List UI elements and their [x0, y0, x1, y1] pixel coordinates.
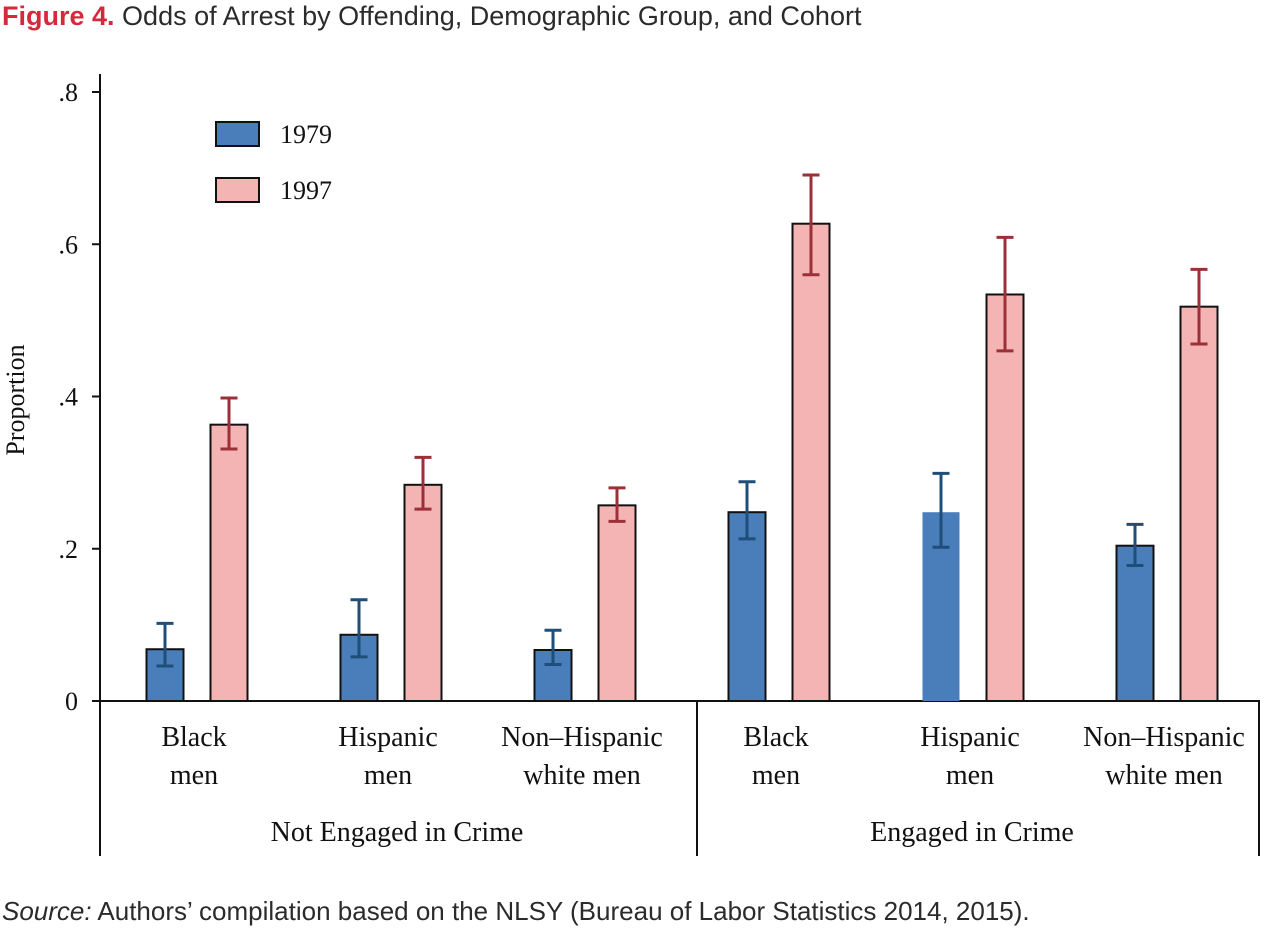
group-label: Not Engaged in Crime: [271, 817, 524, 848]
legend: 1979 1997: [215, 120, 332, 205]
error-bars: [156, 173, 1208, 668]
legend-label-1979: 1979: [280, 120, 332, 149]
x-category-label-line: Non–Hispanic: [1083, 722, 1245, 753]
x-category-label-line: Black: [743, 722, 808, 753]
bar-1997-4: [791, 222, 831, 702]
x-category-label-line: Hispanic: [920, 722, 1020, 753]
x-category-label-line: Black: [161, 722, 226, 753]
x-category-label-line: white men: [1105, 760, 1222, 791]
source-text: Authors’ compilation based on the NLSY (…: [97, 896, 1030, 926]
y-tick-label: .4: [59, 383, 79, 412]
x-category-label-line: men: [946, 760, 994, 791]
bar-1979-6: [1115, 544, 1155, 703]
chart-axes: [99, 74, 1260, 856]
figure-title-text: Odds of Arrest by Offending, Demographic…: [122, 1, 862, 31]
source-label: Source:: [2, 896, 92, 926]
bar-1979-4: [727, 511, 767, 703]
y-tick-label: .8: [59, 78, 79, 107]
bar-1997-5: [985, 293, 1025, 702]
x-category-label: Non–Hispanic white men: [501, 722, 663, 791]
y-tick-label: 0: [65, 687, 78, 716]
x-category-label-line: white men: [523, 760, 640, 791]
legend-swatch-1997: [215, 177, 260, 203]
x-category-label: Non–Hispanic white men: [1083, 722, 1245, 791]
y-tick-label: .2: [59, 535, 79, 564]
bar-1997-1: [209, 423, 249, 702]
x-category-labels: Black men Hispanic men Non–Hispanic white men…: [161, 722, 1245, 791]
x-category-label: Black men: [161, 722, 226, 791]
bar-1979-1: [145, 648, 185, 702]
bar-1997-2: [403, 483, 443, 702]
figure-title: Figure 4. Odds of Arrest by Offending, D…: [2, 0, 861, 32]
y-ticks: 0 .2 .4 .6 .8: [59, 78, 100, 716]
x-category-label-line: men: [170, 760, 218, 791]
x-category-label-line: men: [752, 760, 800, 791]
figure-number: Figure 4.: [2, 1, 115, 31]
x-category-label: Hispanic men: [920, 722, 1020, 791]
x-category-label-line: Non–Hispanic: [501, 722, 663, 753]
x-category-label-line: Hispanic: [338, 722, 438, 753]
bar-1997-3: [597, 504, 637, 703]
bar-1997-6: [1179, 305, 1219, 702]
bars: [145, 222, 1219, 703]
source-note: Source: Authors’ compilation based on th…: [2, 894, 1030, 928]
legend-label-1997: 1997: [280, 176, 332, 205]
group-labels: Not Engaged in Crime Engaged in Crime: [271, 817, 1074, 848]
y-tick-label: .6: [59, 230, 79, 259]
x-category-label: Hispanic men: [338, 722, 438, 791]
group-label: Engaged in Crime: [870, 817, 1074, 848]
y-axis-label: Proportion: [1, 344, 30, 455]
bar-1979-3: [533, 648, 573, 703]
legend-swatch-1979: [215, 121, 260, 147]
x-category-label: Black men: [743, 722, 808, 791]
x-category-label-line: men: [364, 760, 412, 791]
